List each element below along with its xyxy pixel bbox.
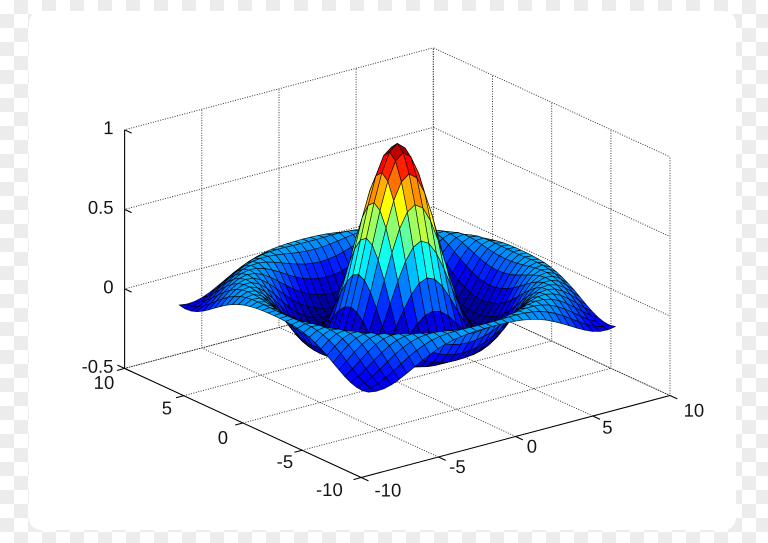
svg-text:5: 5 <box>602 417 612 438</box>
svg-text:1: 1 <box>103 117 113 138</box>
svg-text:0.5: 0.5 <box>88 197 114 218</box>
svg-text:10: 10 <box>94 372 115 393</box>
svg-text:-5: -5 <box>277 451 293 472</box>
svg-text:-10: -10 <box>316 479 343 500</box>
svg-text:-0.5: -0.5 <box>82 356 114 377</box>
svg-text:10: 10 <box>684 400 705 421</box>
svg-text:5: 5 <box>162 397 172 418</box>
svg-text:0: 0 <box>527 436 537 457</box>
svg-text:0: 0 <box>103 276 113 297</box>
svg-text:-10: -10 <box>375 479 402 500</box>
svg-text:-5: -5 <box>449 456 465 477</box>
svg-text:0: 0 <box>218 427 228 448</box>
